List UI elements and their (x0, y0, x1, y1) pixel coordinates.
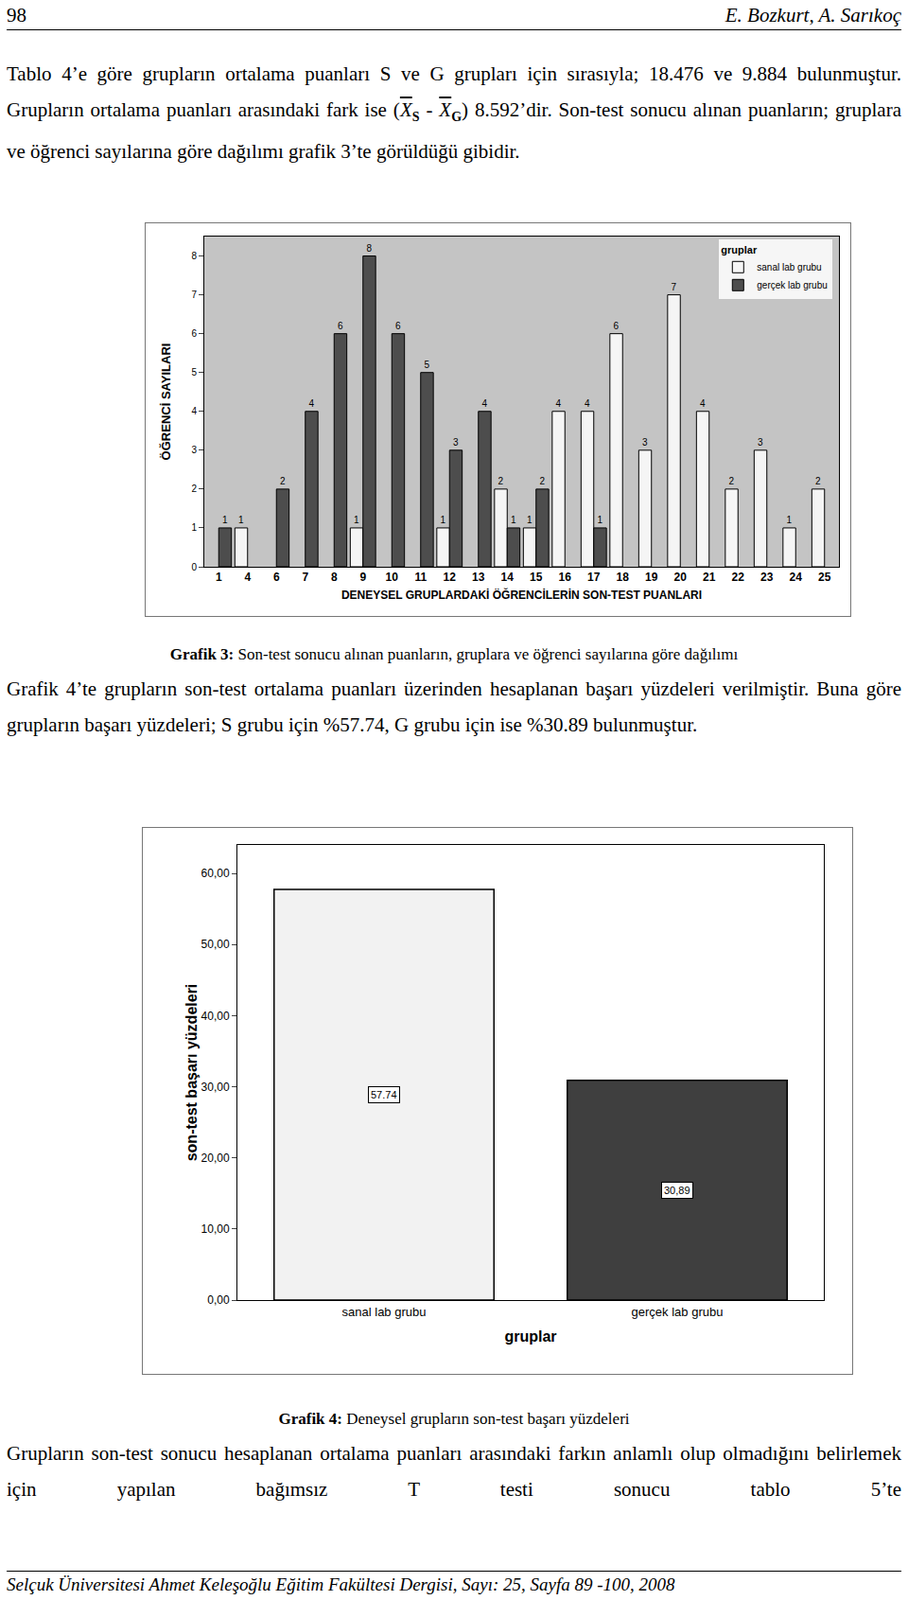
html-text:Selçuk Üniversitesi Ahmet Kele: Selçuk Üniversitesi Ahmet Keleşoğlu Eğit… (6, 1573, 675, 1594)
svg-text:3: 3 (453, 436, 459, 448)
html-text:98: 98 (6, 3, 27, 27)
svg-text:DENEYSEL GRUPLARDAKİ ÖĞRENCİLE: DENEYSEL GRUPLARDAKİ ÖĞRENCİLERİN SON-TE… (341, 587, 702, 602)
html-text:E. Bozkurt, A. Sarıkoç: E. Bozkurt, A. Sarıkoç (725, 3, 902, 27)
svg-text:2: 2 (729, 475, 735, 487)
svg-text:8: 8 (331, 570, 338, 584)
svg-text:19: 19 (645, 570, 659, 584)
svg-text:2: 2 (191, 483, 197, 494)
svg-text:gruplar: gruplar (504, 1327, 557, 1345)
svg-text:25: 25 (818, 570, 832, 584)
svg-text:2: 2 (279, 475, 286, 487)
svg-text:6: 6 (337, 320, 344, 332)
svg-text:3: 3 (191, 444, 197, 455)
svg-text:15: 15 (529, 570, 543, 584)
svg-text:17: 17 (587, 570, 601, 584)
svg-text:4: 4 (699, 398, 706, 409)
svg-text:30,89: 30,89 (663, 1184, 691, 1196)
svg-text:1: 1 (353, 514, 360, 525)
svg-text:4: 4 (481, 398, 488, 409)
html-text:Grafik 3: Son-test sonucu alın: Grafik 3: Son-test sonucu alınan puanlar… (169, 645, 739, 664)
svg-text:7: 7 (191, 289, 197, 300)
svg-text:2: 2 (815, 475, 821, 487)
svg-text:21: 21 (702, 570, 716, 584)
svg-text:1: 1 (596, 514, 603, 525)
svg-text:4: 4 (244, 570, 251, 584)
svg-text:50,00: 50,00 (201, 937, 230, 951)
svg-text:2: 2 (539, 475, 545, 487)
svg-text:son-test başarı yüzdeleri: son-test başarı yüzdeleri (183, 983, 200, 1162)
svg-text:24: 24 (789, 570, 804, 584)
svg-text:40,00: 40,00 (201, 1009, 230, 1023)
svg-text:10: 10 (385, 570, 400, 584)
svg-text:1: 1 (238, 514, 245, 525)
svg-text:1: 1 (526, 514, 533, 525)
svg-text:4: 4 (191, 405, 197, 417)
html-text:Grafik 4: Deneysel grupların s: Grafik 4: Deneysel grupların son-test ba… (278, 1409, 630, 1428)
html-text:Tablo 4’e göre grupların ortal: Tablo 4’e göre grupların ortalama puanla… (6, 62, 902, 163)
svg-text:0,00: 0,00 (207, 1292, 230, 1307)
svg-text:10,00: 10,00 (201, 1222, 230, 1236)
svg-text:gruplar: gruplar (720, 244, 758, 256)
svg-text:6: 6 (273, 570, 280, 584)
svg-text:0: 0 (191, 561, 197, 573)
svg-text:30,00: 30,00 (201, 1080, 230, 1094)
svg-text:1: 1 (440, 514, 447, 525)
svg-text:4: 4 (556, 398, 562, 409)
svg-text:1: 1 (510, 514, 517, 525)
svg-text:7: 7 (671, 281, 678, 293)
svg-text:8: 8 (366, 243, 372, 254)
svg-text:18: 18 (616, 570, 630, 584)
svg-text:14: 14 (501, 570, 515, 584)
svg-text:8: 8 (191, 250, 197, 262)
svg-text:20,00: 20,00 (201, 1151, 230, 1165)
svg-text:1: 1 (222, 514, 228, 525)
svg-text:22: 22 (732, 570, 746, 584)
svg-text:20: 20 (674, 570, 688, 584)
svg-text:16: 16 (558, 570, 573, 584)
svg-text:11: 11 (414, 570, 427, 584)
svg-text:12: 12 (443, 570, 457, 584)
svg-text:1: 1 (191, 522, 197, 533)
svg-text:ÖĞRENCİ SAYILARI: ÖĞRENCİ SAYILARI (158, 343, 174, 461)
svg-text:3: 3 (757, 436, 764, 448)
svg-text:6: 6 (191, 328, 197, 339)
svg-text:sanal lab grubu: sanal lab grubu (756, 261, 821, 273)
svg-text:gerçek lab grubu: gerçek lab grubu (756, 279, 828, 291)
svg-text:gerçek lab grubu: gerçek lab grubu (631, 1304, 724, 1319)
html-text:Grupların son-test sonucu hesa: Grupların son-test sonucu hesaplanan ort… (6, 1441, 902, 1500)
svg-text:9: 9 (359, 570, 367, 584)
svg-text:3: 3 (642, 436, 648, 448)
svg-text:23: 23 (760, 570, 774, 584)
svg-text:6: 6 (395, 320, 402, 332)
svg-text:5: 5 (423, 359, 430, 370)
svg-text:2: 2 (498, 475, 505, 487)
svg-text:5: 5 (191, 366, 197, 378)
svg-text:1: 1 (215, 570, 223, 584)
svg-text:7: 7 (301, 570, 309, 584)
svg-text:4: 4 (584, 398, 591, 409)
svg-text:6: 6 (613, 320, 620, 332)
html-text:Grafik 4’te grupların son-test: Grafik 4’te grupların son-test ortalama … (6, 677, 902, 736)
svg-text:60,00: 60,00 (201, 866, 230, 880)
svg-text:13: 13 (471, 570, 486, 584)
svg-text:57.74: 57.74 (370, 1088, 398, 1101)
svg-text:4: 4 (308, 398, 315, 409)
svg-text:sanal lab grubu: sanal lab grubu (342, 1304, 427, 1319)
svg-text:1: 1 (786, 514, 793, 525)
